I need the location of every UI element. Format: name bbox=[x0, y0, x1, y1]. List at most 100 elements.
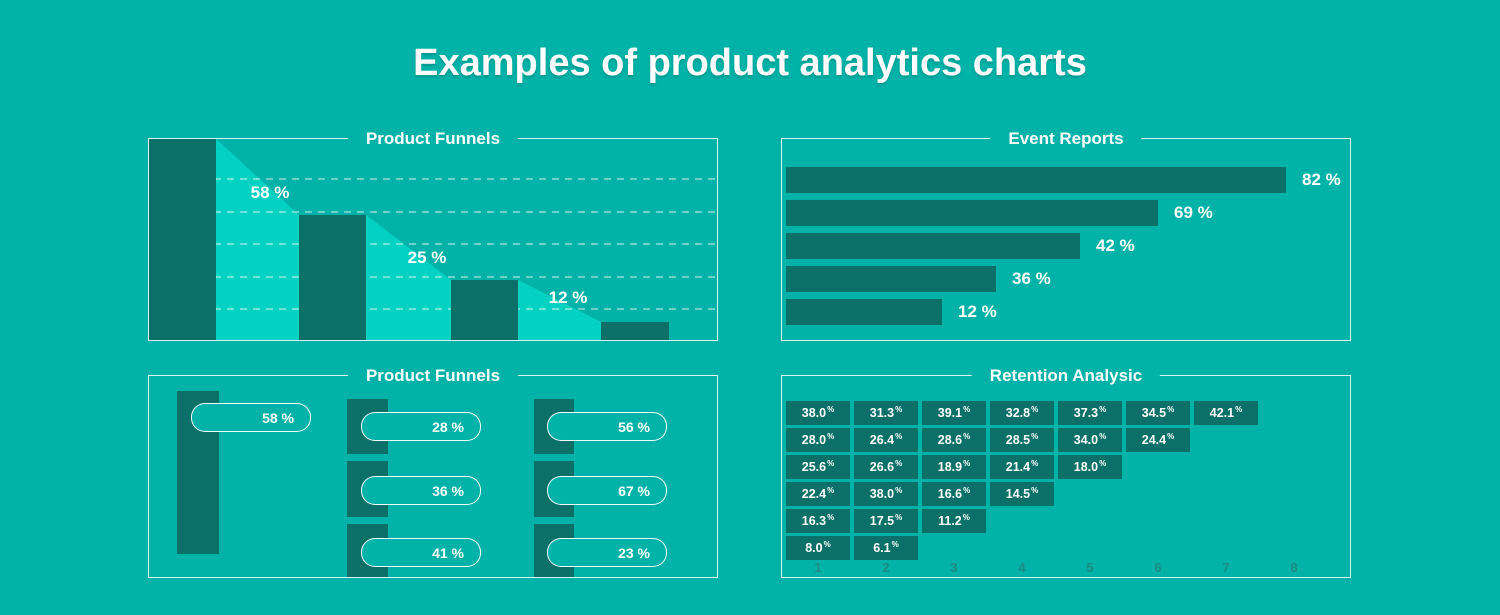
event-bar bbox=[786, 200, 1158, 226]
funnel-pill-label: 58 % bbox=[191, 403, 311, 432]
funnel-connector bbox=[518, 280, 601, 340]
retention-axis-tick: 2 bbox=[882, 560, 890, 575]
funnel-bar bbox=[601, 322, 669, 340]
retention-cell: 14.5% bbox=[990, 482, 1054, 506]
retention-cell-unit: % bbox=[823, 539, 831, 549]
retention-cell-unit: % bbox=[827, 431, 835, 441]
funnel-bar bbox=[149, 139, 216, 340]
retention-cell-value: 34.0 bbox=[1073, 433, 1099, 447]
page-title: Examples of product analytics charts bbox=[413, 42, 1087, 84]
funnel-pill-label: 23 % bbox=[547, 538, 667, 567]
event-reports-chart-area: 82 % 69 % 42 % 36 % 12 % bbox=[782, 139, 1350, 340]
retention-cell: 26.6% bbox=[854, 455, 918, 479]
retention-cell: 26.4% bbox=[854, 428, 918, 452]
funnel-pills-chart-area: 58 % 28 % 36 % 41 % 56 % 67 % 23 % bbox=[149, 376, 717, 577]
retention-cell-value: 18.0 bbox=[1073, 460, 1099, 474]
panel-title-product-funnels-1: Product Funnels bbox=[347, 129, 519, 149]
retention-cell: 38.0% bbox=[786, 401, 850, 425]
event-reports-panel: Event Reports 82 % 69 % 42 % 36 % 12 % bbox=[781, 129, 1351, 341]
funnel-pill-label: 28 % bbox=[361, 412, 481, 441]
retention-cell: 42.1% bbox=[1194, 401, 1258, 425]
retention-cell-value: 25.6 bbox=[801, 460, 827, 474]
retention-cell-unit: % bbox=[1031, 458, 1039, 468]
funnel-bar bbox=[299, 215, 366, 340]
funnel-pill-label: 41 % bbox=[361, 538, 481, 567]
retention-axis-tick: 5 bbox=[1086, 560, 1094, 575]
retention-cell: 16.3% bbox=[786, 509, 850, 533]
retention-cell-value: 11.2 bbox=[938, 514, 962, 528]
retention-axis-tick: 8 bbox=[1290, 560, 1298, 575]
retention-cell: 18.9% bbox=[922, 455, 986, 479]
retention-cell: 6.1% bbox=[854, 536, 918, 560]
panel-title-event-reports: Event Reports bbox=[990, 129, 1142, 149]
event-bar bbox=[786, 266, 996, 292]
retention-cell-value: 18.9 bbox=[937, 460, 963, 474]
retention-cell-value: 17.5 bbox=[869, 514, 895, 528]
retention-cell-value: 16.3 bbox=[801, 514, 827, 528]
retention-cell: 17.5% bbox=[854, 509, 918, 533]
retention-cell-unit: % bbox=[1031, 485, 1039, 495]
panel-title-product-funnels-2: Product Funnels bbox=[347, 366, 519, 386]
funnel-connector bbox=[216, 139, 299, 340]
retention-cell: 32.8% bbox=[990, 401, 1054, 425]
retention-cell-value: 38.0 bbox=[869, 487, 895, 501]
event-bar-label: 42 % bbox=[1096, 236, 1135, 255]
retention-cell-unit: % bbox=[895, 512, 903, 522]
retention-cell-unit: % bbox=[895, 404, 903, 414]
retention-cell-unit: % bbox=[963, 458, 971, 468]
retention-cell: 31.3% bbox=[854, 401, 918, 425]
retention-cell-unit: % bbox=[963, 485, 971, 495]
retention-cell-unit: % bbox=[963, 404, 971, 414]
retention-cell: 24.4% bbox=[1126, 428, 1190, 452]
retention-cell: 34.0% bbox=[1058, 428, 1122, 452]
retention-cell-unit: % bbox=[1099, 458, 1107, 468]
retention-cell-unit: % bbox=[895, 431, 903, 441]
event-bar-label: 82 % bbox=[1302, 170, 1341, 189]
retention-cell-unit: % bbox=[1235, 404, 1243, 414]
funnel-pill-label: 56 % bbox=[547, 412, 667, 441]
retention-cell: 28.5% bbox=[990, 428, 1054, 452]
retention-cell-unit: % bbox=[963, 431, 971, 441]
retention-cell: 34.5% bbox=[1126, 401, 1190, 425]
retention-cell-value: 38.0 bbox=[801, 406, 827, 420]
product-funnels-pills-panel: Product Funnels 58 % 28 % 36 % 41 % 56 % 67 %… bbox=[148, 366, 718, 578]
retention-cell-value: 34.5 bbox=[1141, 406, 1167, 420]
retention-cell-value: 8.0 bbox=[805, 541, 823, 555]
event-bar bbox=[786, 167, 1286, 193]
retention-cell-unit: % bbox=[1099, 431, 1107, 441]
retention-cell: 22.4% bbox=[786, 482, 850, 506]
retention-cell-unit: % bbox=[827, 458, 835, 468]
retention-cell: 37.3% bbox=[1058, 401, 1122, 425]
funnel-pill-label: 67 % bbox=[547, 476, 667, 505]
retention-cell: 39.1% bbox=[922, 401, 986, 425]
retention-cell-value: 16.6 bbox=[937, 487, 963, 501]
retention-analysis-panel: Retention Analysic 38.0% 31.3% 39.1% 32.8% 3… bbox=[781, 366, 1351, 578]
retention-axis-tick: 1 bbox=[814, 560, 822, 575]
panel-title-retention: Retention Analysic bbox=[971, 366, 1161, 386]
retention-cell-unit: % bbox=[1031, 404, 1039, 414]
funnel-steps-chart-area: 58 % 25 % 12 % bbox=[149, 139, 717, 340]
retention-cell-value: 6.1 bbox=[873, 541, 891, 555]
retention-cell: 28.0% bbox=[786, 428, 850, 452]
funnel-value-label: 25 % bbox=[407, 248, 447, 267]
retention-cell-value: 26.6 bbox=[869, 460, 895, 474]
retention-cell-unit: % bbox=[827, 485, 835, 495]
retention-cell-value: 21.4 bbox=[1005, 460, 1031, 474]
retention-cell-unit: % bbox=[1099, 404, 1107, 414]
event-bar-label: 69 % bbox=[1174, 203, 1213, 222]
retention-cell-value: 39.1 bbox=[937, 406, 963, 420]
retention-cell-unit: % bbox=[891, 539, 899, 549]
retention-cell-unit: % bbox=[1167, 431, 1175, 441]
retention-cell: 38.0% bbox=[854, 482, 918, 506]
retention-cell-value: 24.4 bbox=[1141, 433, 1167, 447]
retention-cell-value: 37.3 bbox=[1073, 406, 1099, 420]
retention-cell: 16.6% bbox=[922, 482, 986, 506]
retention-cell-value: 28.0 bbox=[801, 433, 827, 447]
retention-cell-value: 26.4 bbox=[869, 433, 895, 447]
retention-cell-value: 31.3 bbox=[869, 406, 895, 420]
product-funnels-steps-panel: Product Funnels 58 % 25 % 12 % bbox=[148, 129, 718, 341]
retention-axis-tick: 3 bbox=[950, 560, 958, 575]
funnel-bar bbox=[451, 280, 518, 340]
retention-cell-value: 32.8 bbox=[1005, 406, 1031, 420]
event-bar-label: 36 % bbox=[1012, 269, 1051, 288]
